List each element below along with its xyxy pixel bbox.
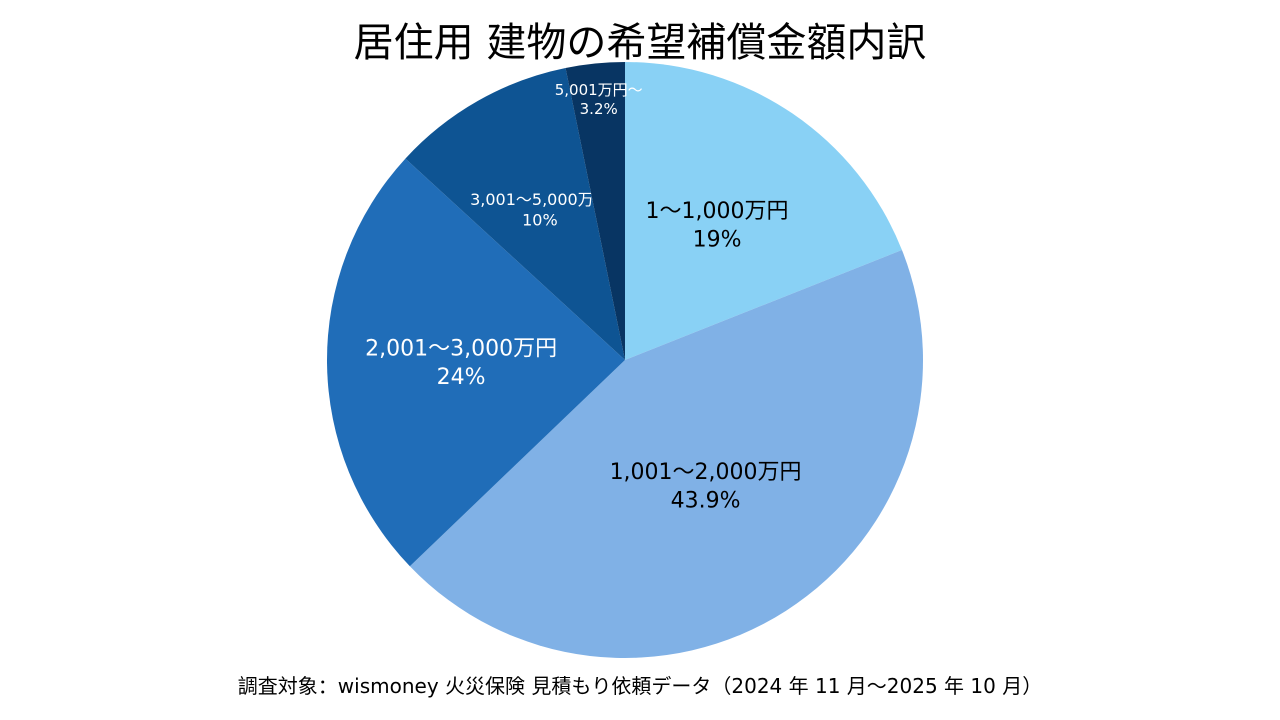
slice-value-label: 43.9%	[671, 488, 741, 513]
chart-title: 居住用 建物の希望補償金額内訳	[353, 20, 927, 66]
pie-slice	[625, 62, 902, 360]
slice-label: 1〜1,000万円	[646, 199, 789, 224]
pie-slice	[565, 62, 625, 360]
slice-value-label: 3.2%	[580, 100, 618, 118]
source-note: 調査対象：wismoney 火災保険 見積もり依頼データ（2024 年 11 月…	[237, 674, 1043, 698]
slice-label: 2,001〜3,000万円	[365, 337, 557, 362]
pie-slice	[409, 249, 924, 659]
slice-value-label: 24%	[437, 365, 486, 390]
slice-value-label: 19%	[693, 227, 742, 252]
pie-slice	[405, 67, 625, 361]
slice-label: 1,001〜2,000万円	[610, 460, 802, 485]
pie-slice	[326, 158, 625, 567]
slice-label: 3,001〜5,000万円	[470, 190, 610, 209]
slice-value-label: 10%	[522, 211, 558, 230]
slice-label: 5,001万円〜	[555, 81, 643, 99]
